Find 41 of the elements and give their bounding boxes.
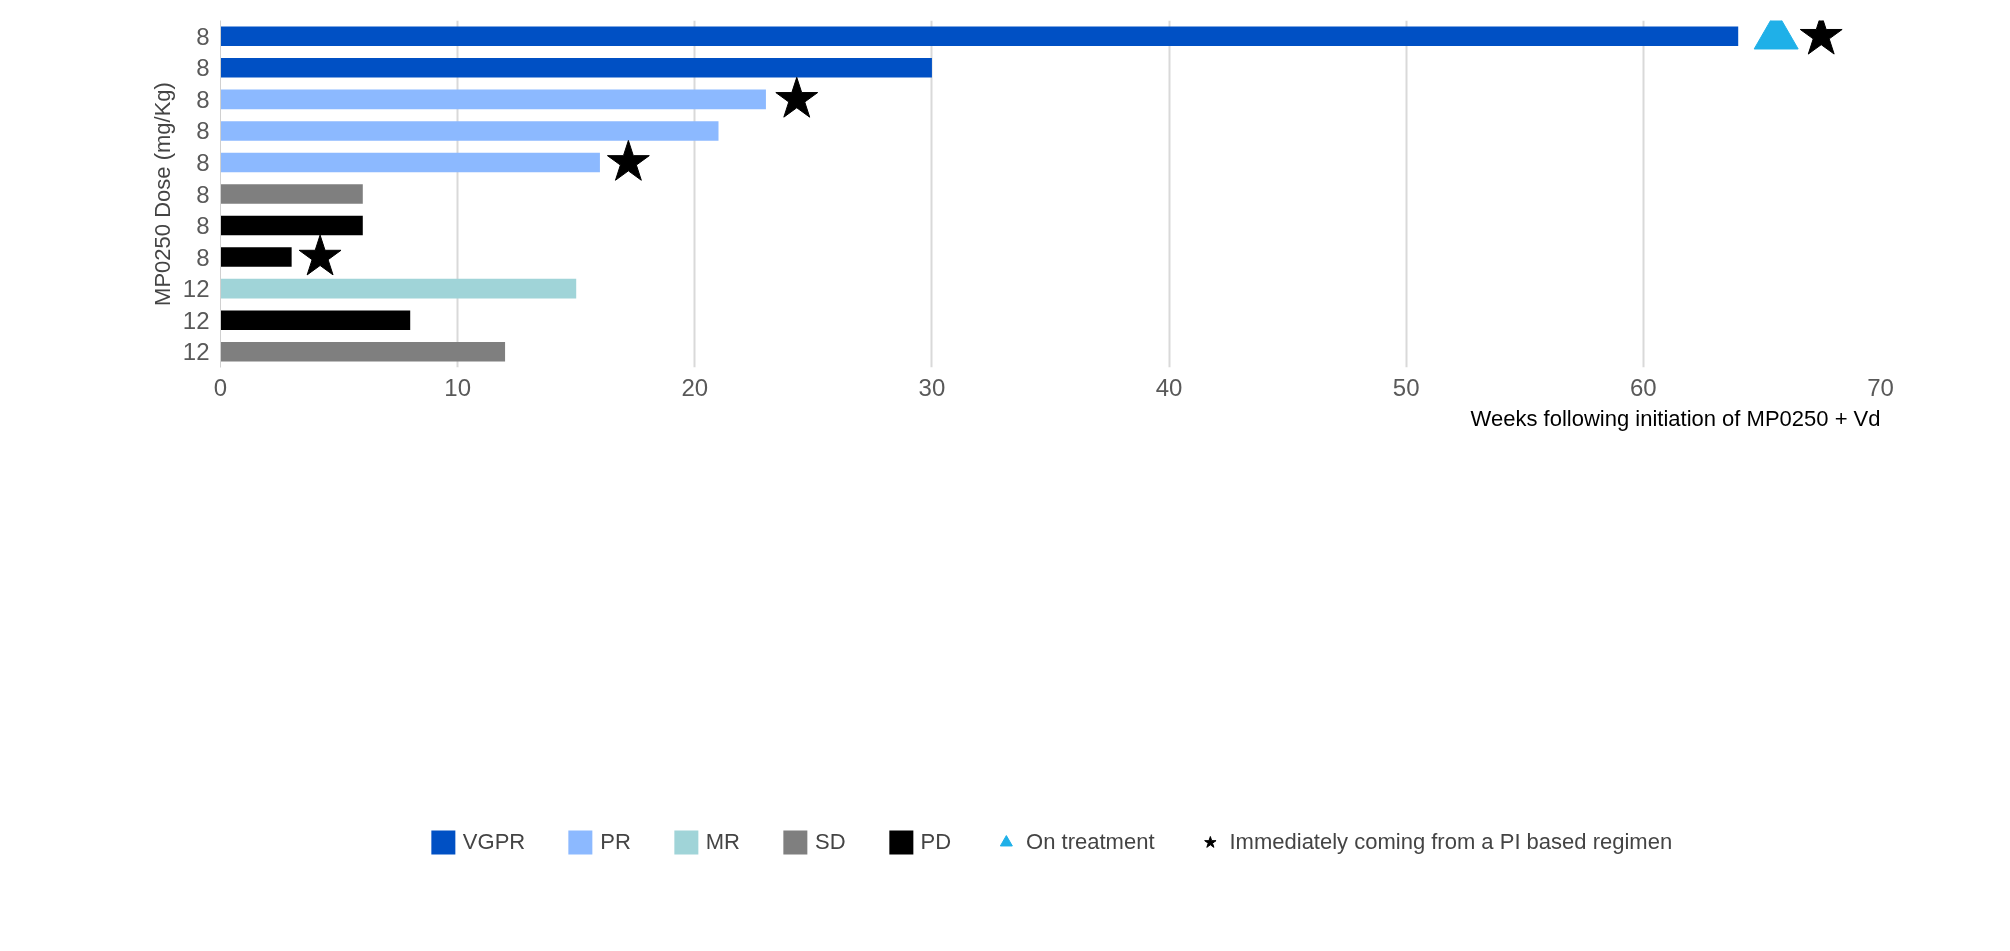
bar	[220, 152, 600, 173]
bar	[220, 26, 1739, 47]
x-axis-title: Weeks following initiation of MP0250 + Vd	[1470, 405, 1881, 431]
y-tick-label: 8	[196, 243, 210, 271]
legend-label: PD	[920, 828, 952, 855]
legend-label: MR	[705, 828, 740, 855]
x-tick-label: 30	[918, 373, 946, 401]
y-tick-label: 8	[196, 180, 210, 208]
bar	[220, 278, 577, 299]
y-tick-label: 12	[182, 338, 210, 366]
y-tick-label: 8	[196, 117, 210, 145]
legend-label: Immediately coming from a PI based regimen	[1229, 828, 1673, 855]
x-tick-label: 20	[681, 373, 709, 401]
bar	[220, 310, 411, 330]
bar	[220, 184, 363, 204]
legend-label: VGPR	[462, 828, 526, 855]
legend-label: PR	[600, 828, 631, 855]
bar	[220, 121, 719, 141]
legend-label: On treatment	[1026, 828, 1155, 855]
bar	[220, 247, 292, 267]
x-tick-label: 60	[1630, 373, 1657, 401]
y-tick-label: 8	[196, 22, 210, 50]
point	[606, 139, 650, 181]
y-tick-label: 12	[182, 306, 210, 334]
x-tick-label: 70	[1867, 373, 1894, 401]
x-tick-label: 0	[213, 373, 228, 401]
bar	[220, 58, 932, 78]
bar	[220, 89, 766, 110]
x-tick-label: 10	[444, 373, 471, 401]
y-axis-title: MP0250 Dose (mg/Kg)	[149, 82, 175, 306]
y-tick-label: 8	[196, 148, 210, 176]
y-tick-label: 8	[196, 212, 210, 240]
point	[298, 234, 342, 276]
x-tick-label: 40	[1155, 373, 1183, 401]
point	[775, 76, 819, 118]
y-tick-label: 8	[196, 85, 210, 113]
y-tick-label: 12	[182, 275, 210, 303]
y-tick-label: 8	[196, 54, 210, 82]
x-tick-label: 50	[1392, 373, 1420, 401]
legend-label: SD	[814, 828, 846, 855]
bar	[220, 341, 506, 362]
